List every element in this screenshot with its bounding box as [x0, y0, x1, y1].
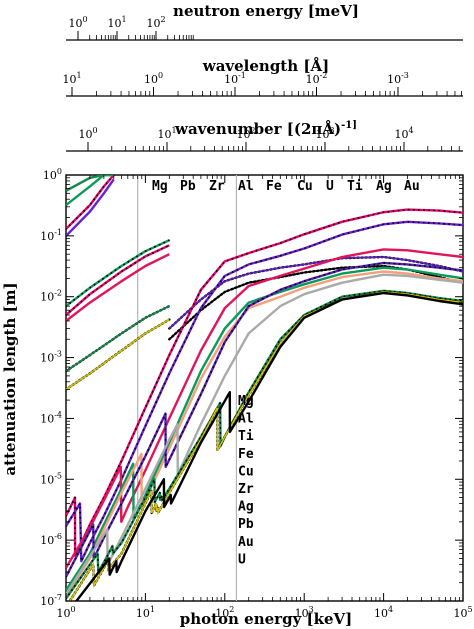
top-axis-tick-label: 102 [236, 126, 255, 141]
legend-top-u: U [326, 179, 334, 194]
y-axis-title: attenuation length [m] [1, 282, 19, 475]
series-al [66, 220, 463, 563]
series-pb [66, 289, 463, 600]
series-line [66, 175, 114, 192]
legend-top-cu: Cu [297, 179, 313, 194]
series-line [66, 289, 463, 600]
top-axis-2: wavelength [Å] 101 100 10-1 10-2 10-3 [62, 57, 463, 97]
x-tick-label: 103 [295, 605, 314, 620]
top-axis-tick-label: 103 [315, 126, 334, 141]
series-line [66, 248, 463, 569]
axis-ticks: 100 101 102 103 104 105 100 10-1 10-2 10-3 10-4 10-… [40, 167, 472, 620]
upper-series-mg [66, 244, 171, 316]
series-dots [66, 208, 463, 557]
top-axis-3: wavenumber [(2πÅ)-1] 100 101 102 103 104 [66, 120, 463, 152]
x-tick-label: 102 [215, 605, 234, 620]
top-axis-tick-label: 100 [68, 15, 87, 30]
upper-series-fe [66, 239, 171, 308]
top-axis-tick-label: 101 [62, 71, 81, 86]
series-dots [66, 220, 463, 562]
upper-series-fe [66, 175, 114, 207]
top-axes: neutron energy [meV] 100 101 102 wavelength … [62, 2, 463, 152]
legend-top-al: Al [238, 179, 254, 194]
series-u [74, 291, 463, 601]
top-axis-tick-label: 10-1 [224, 71, 246, 86]
top-axis-title: wavelength [Å] [202, 57, 329, 75]
top-axis-title: wavenumber [(2πÅ)-1] [174, 120, 357, 138]
legend-top-ti: Ti [347, 179, 363, 194]
x-tick-label: 104 [374, 605, 393, 620]
series-cu [66, 270, 463, 597]
legend: Mg Pb Zr Al Fe Cu U Ti Ag Au Mg Al Ti Fe Cu Zr Ag Pb Au U [152, 179, 420, 567]
series-line [74, 291, 463, 601]
legend-top-zr: Zr [209, 179, 225, 194]
series-line [66, 253, 170, 322]
legend-top-mg: Mg [152, 179, 168, 194]
top-axis-1: neutron energy [meV] 100 101 102 [66, 2, 463, 41]
upper-series-mg [66, 175, 115, 230]
series-line [66, 266, 463, 591]
x-tick-label: 101 [136, 605, 155, 620]
legend-top-ag: Ag [376, 179, 392, 194]
upper-series-au [66, 318, 171, 391]
legend-side-al: Al [238, 412, 254, 427]
top-axis-tick-label: 104 [394, 126, 413, 141]
series-dots [66, 175, 115, 230]
upper-series-al [66, 178, 115, 237]
legend-side-mg: Mg [238, 394, 254, 409]
top-axis-tick-label: 101 [157, 126, 176, 141]
y-tick-label: 10-2 [40, 289, 62, 304]
top-axis-tick-label: 100 [144, 71, 163, 86]
top-axis-tick-label: 101 [107, 15, 126, 30]
series-dots [66, 239, 171, 307]
series-line [66, 244, 170, 316]
upper-series-pb [66, 175, 114, 192]
y-tick-label: 10-3 [40, 350, 62, 365]
upper-series-pb [66, 304, 171, 373]
legend-side-u: U [238, 552, 246, 567]
top-axis-tick-label: 102 [146, 15, 165, 30]
legend-top-fe: Fe [266, 179, 282, 194]
legend-side-cu: Cu [238, 464, 254, 479]
series-line [66, 270, 463, 597]
y-tick-label: 10-6 [40, 532, 62, 547]
plot-area [66, 175, 463, 601]
series-ag [66, 273, 463, 595]
top-axis-tick-label: 100 [78, 126, 97, 141]
legend-side-ag: Ag [238, 500, 254, 515]
series-zr [66, 261, 463, 578]
legend-side-au: Au [238, 535, 254, 550]
legend-top-au: Au [404, 179, 420, 194]
top-axis-title: neutron energy [meV] [173, 2, 359, 20]
series-line-core [66, 318, 170, 391]
legend-side-pb: Pb [238, 517, 254, 532]
series-fe [66, 266, 463, 591]
y-tick-label: 100 [43, 167, 62, 182]
x-axis-title: photon energy [keV] [180, 610, 353, 628]
upper-series-ti [66, 253, 170, 322]
series-mg [66, 208, 463, 558]
series-line [66, 273, 463, 595]
series-line [66, 175, 114, 207]
series-dots [66, 261, 463, 578]
series-line [66, 178, 115, 237]
y-tick-label: 10-1 [40, 228, 62, 243]
legend-side-ti: Ti [238, 429, 254, 444]
y-tick-label: 10-4 [40, 410, 62, 425]
series-line [66, 208, 463, 558]
x-tick-label: 105 [453, 605, 472, 620]
y-tick-label: 10-5 [40, 471, 62, 486]
top-axis-tick-label: 10-3 [387, 71, 409, 86]
x-tick-label: 100 [56, 605, 75, 620]
series-line-core [66, 305, 170, 372]
series-dots [66, 244, 171, 316]
legend-side-zr: Zr [238, 482, 254, 497]
legend-top-pb: Pb [180, 179, 196, 194]
y-tick-label: 10-7 [40, 593, 62, 608]
series-ti [66, 248, 463, 569]
top-axis-tick-label: 10-2 [306, 71, 328, 86]
legend-side-fe: Fe [238, 447, 254, 462]
